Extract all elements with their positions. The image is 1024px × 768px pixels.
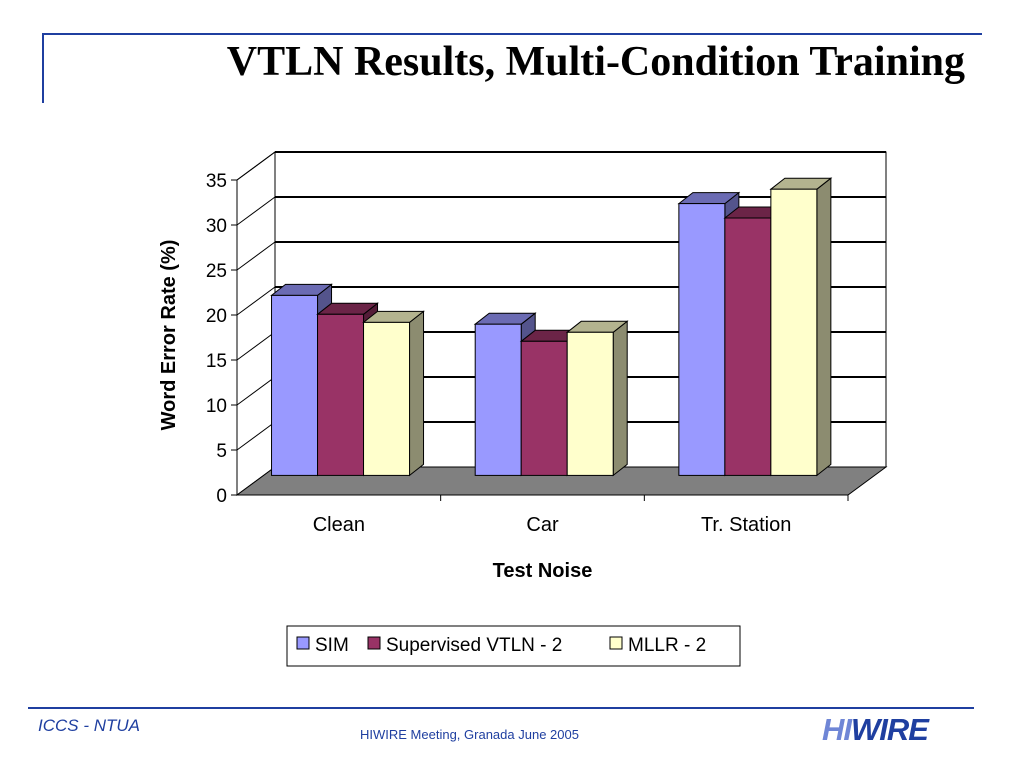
y-tick-label: 35: [206, 171, 227, 192]
legend-label: MLLR - 2: [628, 635, 706, 656]
legend: SIM Supervised VTLN - 2 MLLR - 2: [286, 625, 741, 667]
bar: [271, 294, 319, 476]
x-tick-label: Car: [526, 514, 559, 536]
logo-part-re: RE: [886, 712, 929, 747]
title-top-rule: [42, 33, 982, 35]
bar: [474, 323, 522, 476]
bar-group: [565, 320, 629, 477]
gridline-side: [236, 241, 276, 271]
y-tick-label: 10: [206, 396, 227, 417]
y-tick-label: 25: [206, 261, 227, 282]
legend-label: SIM: [315, 635, 349, 656]
gridline-side: [236, 196, 276, 226]
logo-part-hi: HI: [822, 712, 852, 747]
gridline-side: [236, 376, 276, 406]
logo-part-wi: WI: [851, 712, 888, 747]
gridline-side: [236, 331, 276, 361]
bar: [566, 331, 614, 476]
legend-swatch: [296, 636, 310, 650]
hiwire-logo: HIWIRE: [822, 712, 929, 748]
x-axis-title: Test Noise: [493, 560, 593, 582]
y-tick-label: 15: [206, 351, 227, 372]
bar: [724, 217, 772, 476]
footer-rule: [28, 707, 974, 709]
x-tick-label: Tr. Station: [701, 514, 791, 536]
bar: [678, 203, 726, 476]
chart-side-wall: [236, 151, 276, 496]
bar-side: [409, 310, 425, 477]
bar-group: [769, 177, 833, 477]
legend-swatch: [609, 636, 623, 650]
legend-swatch: [367, 636, 381, 650]
bar-group: [362, 310, 425, 477]
bar-side: [612, 320, 628, 477]
slide-title: VTLN Results, Multi-Condition Training: [226, 39, 965, 85]
title-left-rule: [42, 33, 44, 103]
y-tick-label: 0: [216, 486, 227, 507]
bar: [770, 188, 818, 476]
footer-meeting: HIWIRE Meeting, Granada June 2005: [360, 727, 579, 742]
y-tick-label: 5: [216, 441, 227, 462]
bar: [363, 321, 411, 476]
bar-chart: 0 5 10 15 20 25 30 35 Clean Car Tr. Station Test No…: [158, 151, 888, 667]
gridline-side: [236, 421, 276, 451]
y-axis-title: Word Error Rate (%): [158, 240, 180, 431]
legend-box: [286, 625, 741, 667]
bar: [520, 340, 568, 476]
y-tick-label: 20: [206, 306, 227, 327]
gridline-side: [236, 286, 276, 316]
gridline-side: [236, 151, 276, 181]
bar: [317, 313, 365, 476]
bar-side: [816, 177, 832, 477]
footer-org: ICCS - NTUA: [38, 716, 140, 735]
legend-label: Supervised VTLN - 2: [386, 635, 562, 656]
y-tick-label: 30: [206, 216, 227, 237]
x-tick-label: Clean: [313, 514, 365, 536]
